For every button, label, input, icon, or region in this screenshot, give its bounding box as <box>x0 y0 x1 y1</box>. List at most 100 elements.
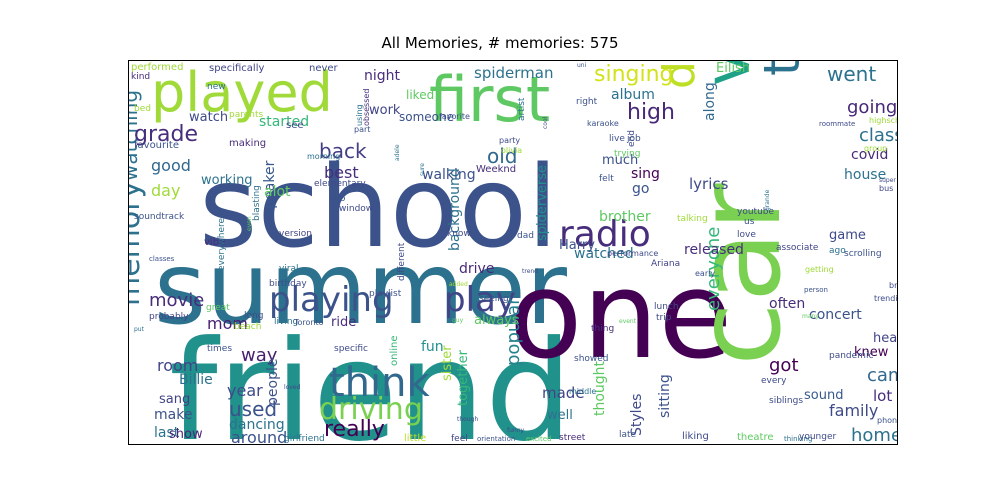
cloud-word-played: played <box>151 61 333 124</box>
cloud-word-good: good <box>151 156 191 175</box>
cloud-word-alot: alot <box>264 184 291 200</box>
cloud-word-movie: movie <box>149 290 204 311</box>
cloud-word-specific: specific <box>334 344 368 354</box>
cloud-word-trip: trip <box>656 313 672 323</box>
cloud-word-job: job <box>626 134 641 144</box>
cloud-word-talking: talking <box>677 214 708 224</box>
cloud-word-loved: loved <box>284 384 301 391</box>
cloud-word-along: along <box>702 82 718 121</box>
cloud-word-showed: showed <box>574 354 609 364</box>
cloud-word-hear: hear <box>873 331 897 346</box>
cloud-word-school: school <box>199 143 558 273</box>
cloud-word-thing: thing <box>591 324 614 334</box>
cloud-word-though: though <box>457 416 478 423</box>
cloud-word-everywhere: everywhere <box>217 217 227 271</box>
cloud-word-person: person <box>804 286 828 294</box>
cloud-word-friend: friend <box>169 311 573 444</box>
cloud-word-orientation: orientation <box>477 435 515 443</box>
cloud-word-associate: associate <box>776 243 819 253</box>
cloud-word-favourite: favourite <box>134 140 179 151</box>
cloud-word-best: best <box>324 163 359 182</box>
cloud-word-younger: younger <box>799 432 836 442</box>
cloud-word-popular: popular <box>503 297 524 366</box>
cloud-word-one: one <box>509 247 732 386</box>
cloud-word-super: super <box>879 177 896 184</box>
cloud-word-grande: grande <box>764 189 771 211</box>
cloud-word-watching: watching <box>129 90 142 181</box>
cloud-word-room: room <box>157 356 198 375</box>
cloud-word-sound: sound <box>804 388 843 403</box>
cloud-word-feel: feel <box>451 434 468 444</box>
cloud-word-game: game <box>829 228 866 243</box>
cloud-word-beach: beach <box>234 322 261 332</box>
cloud-word-fun: fun <box>421 339 444 355</box>
cloud-word-last: last <box>154 425 180 441</box>
cloud-word-uni: uni <box>577 62 587 69</box>
cloud-word-weeknd: Weeknd <box>476 164 516 175</box>
cloud-word-walking: walking <box>422 167 476 183</box>
cloud-word-elementary: elementary <box>314 179 366 189</box>
cloud-word-making: making <box>229 138 266 149</box>
cloud-word-felt: felt <box>599 174 614 184</box>
cloud-word-together: together <box>456 349 471 406</box>
cloud-word-high: high <box>627 100 675 125</box>
cloud-word-birthday: birthday <box>269 279 307 289</box>
cloud-word-little: little <box>404 433 426 444</box>
cloud-word-toronto: Toronto <box>293 318 324 327</box>
cloud-word-brought: brought <box>889 281 897 290</box>
cloud-word-playlist: playlist <box>369 289 402 299</box>
cloud-word-play: play <box>444 280 516 320</box>
cloud-word-early: early <box>695 269 715 278</box>
cloud-word-knew: knew <box>854 345 889 360</box>
cloud-word-performed: performed <box>131 62 183 73</box>
cloud-word-radio: radio <box>559 214 651 255</box>
cloud-word-sister: sister <box>440 345 455 381</box>
cloud-word-brother: brother <box>599 209 651 225</box>
cloud-word-watched: watched <box>574 246 634 262</box>
cloud-word-sing: sing <box>631 166 660 182</box>
cloud-word-background: background <box>447 168 463 251</box>
cloud-word-make: make <box>154 407 192 423</box>
cloud-word-grade: grade <box>134 122 198 147</box>
cloud-word-ago: ago <box>829 246 846 256</box>
cloud-word-middle: middle <box>569 387 596 396</box>
cloud-word-night: night <box>364 68 401 84</box>
cloud-word-spiderman: spiderman <box>474 64 553 82</box>
cloud-word-came: came <box>867 365 897 386</box>
cloud-word-went: went <box>827 62 876 86</box>
cloud-word-every: every <box>761 376 787 386</box>
cloud-word-put: put <box>134 326 145 333</box>
cloud-word-theatre: theatre <box>737 432 774 443</box>
cloud-word-guy: guy <box>452 317 464 324</box>
cloud-word-parents: parents <box>229 110 264 120</box>
cloud-word-soundtrack: soundtrack <box>134 212 185 222</box>
cloud-word-well: well <box>547 408 573 423</box>
cloud-word-home: home <box>851 425 897 444</box>
cloud-word-old: old <box>487 144 518 168</box>
cloud-word-olivia: olivia <box>501 146 522 155</box>
cloud-word-first: first <box>429 63 550 136</box>
cloud-word-window: window <box>339 204 373 214</box>
cloud-word-thought: thought <box>592 360 608 416</box>
chart-title: All Memories, # memories: 575 <box>381 34 619 52</box>
cloud-word-think: think <box>329 360 431 406</box>
cloud-word-driving: driving <box>319 392 423 427</box>
cloud-word-event: event <box>619 318 637 325</box>
cloud-word-class: class <box>859 125 897 146</box>
cloud-word-everyone: everyone <box>703 227 724 311</box>
cloud-word-adele: adele <box>394 144 401 161</box>
cloud-word-obsessed: obsessed <box>362 89 371 126</box>
cloud-word-many: many <box>802 313 819 320</box>
cloud-word-singing: singing <box>594 62 674 87</box>
cloud-word-live: live <box>609 134 625 144</box>
cloud-word-way: way <box>241 345 278 366</box>
cloud-word-billie: Billie <box>179 372 213 388</box>
cloud-word-people: people <box>265 359 281 406</box>
cloud-word-working: working <box>201 173 253 188</box>
cloud-word-day: day <box>151 181 180 200</box>
cloud-word-styles: Styles <box>629 394 645 436</box>
cloud-word-vibe: vibe <box>204 237 225 248</box>
cloud-word-scrolling: scrolling <box>844 249 882 259</box>
cloud-word-great: great <box>206 303 230 313</box>
cloud-word-online: online <box>389 335 400 366</box>
